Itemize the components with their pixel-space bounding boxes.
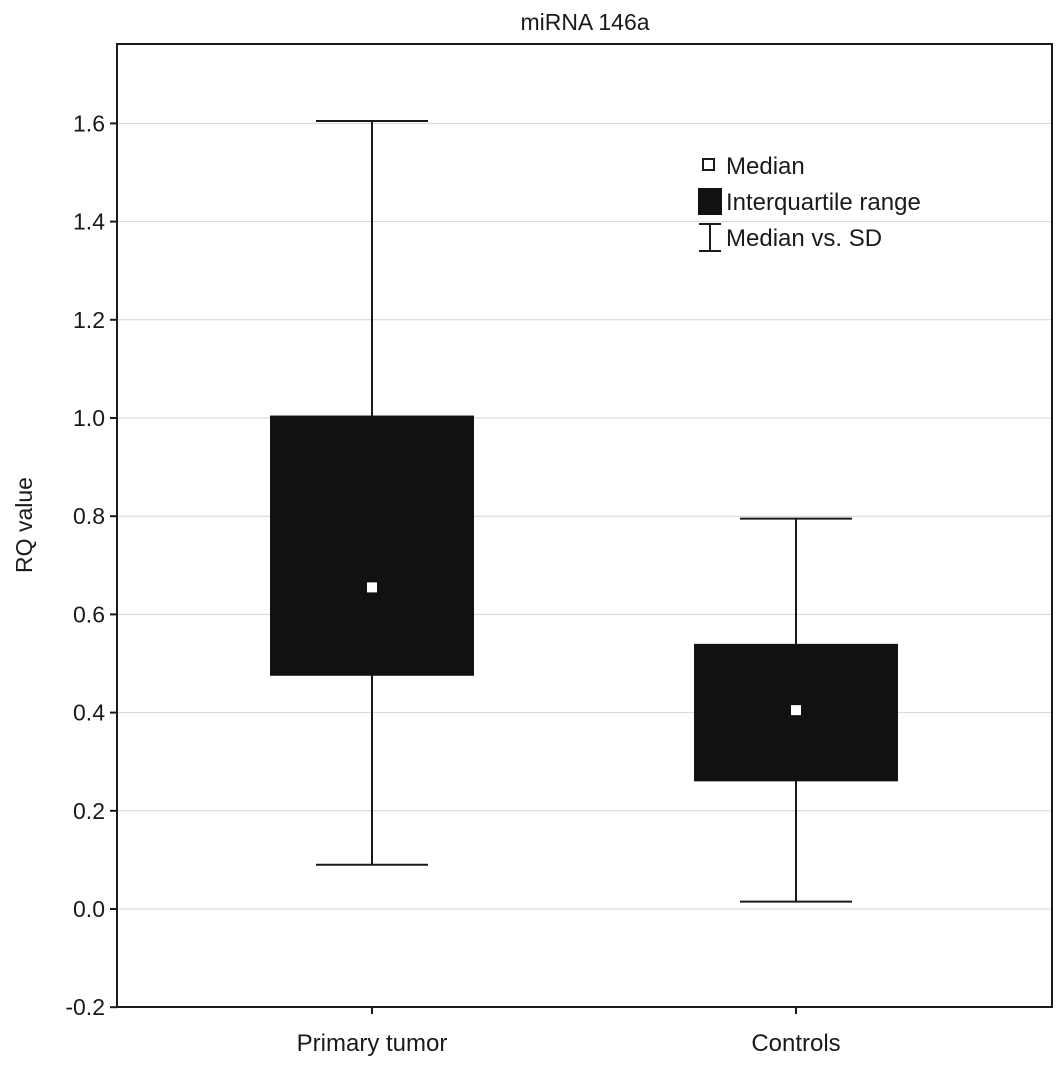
legend-box-symbol [698, 188, 722, 215]
legend-label-whisker: Median vs. SD [726, 225, 882, 252]
x-category-label: Controls [751, 1030, 840, 1057]
iqr-box [270, 415, 474, 676]
y-tick-label: 1.0 [73, 405, 105, 431]
box-series [270, 119, 898, 903]
y-tick-label: 0.6 [73, 601, 105, 627]
chart-title: miRNA 146a [520, 9, 649, 35]
x-category-label: Primary tumor [297, 1030, 448, 1057]
y-tick-label: 0.2 [73, 798, 105, 824]
y-axis-ticks: -0.2 0.0 0.2 0.4 0.6 0.8 1.0 1.2 1.4 1.6 [65, 110, 117, 1020]
y-tick-label: 0.0 [73, 896, 105, 922]
y-tick-label: 0.4 [73, 700, 105, 726]
grid-lines [117, 122, 1052, 910]
median-marker [791, 705, 801, 716]
legend-median-symbol [702, 158, 715, 171]
y-tick-label: 1.4 [73, 209, 105, 235]
y-tick-label: 1.6 [73, 110, 105, 136]
legend-label-median: Median [726, 153, 805, 180]
legend: Median Interquartile range Median vs. SD [698, 153, 921, 252]
box-group [694, 517, 898, 903]
legend-label-iqr: Interquartile range [726, 189, 921, 216]
y-axis-label: RQ value [11, 477, 37, 573]
median-marker [367, 582, 377, 593]
y-tick-label: 0.8 [73, 503, 105, 529]
box-group [270, 119, 474, 866]
y-tick-label: -0.2 [65, 994, 105, 1020]
x-axis-categories: Primary tumor Controls [297, 1007, 841, 1057]
legend-whisker-symbol [699, 223, 721, 252]
y-tick-label: 1.2 [73, 307, 105, 333]
plot-frame [116, 43, 1053, 1008]
